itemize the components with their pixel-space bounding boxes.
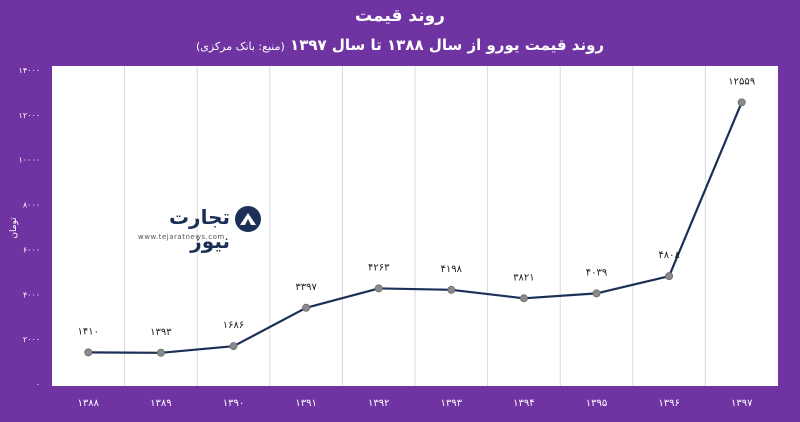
y-tick-label: ۶۰۰۰ [23, 245, 40, 254]
grid-lines [124, 66, 706, 386]
chart-title: روند قیمت [355, 6, 445, 26]
y-tick-label: ۱۴۰۰۰ [19, 66, 40, 75]
y-tick-label: ۱۲۰۰۰ [19, 111, 40, 120]
data-label: ۴۲۶۳ [368, 262, 390, 273]
data-point [519, 294, 528, 303]
data-label: ۱۶۸۶ [223, 320, 244, 331]
y-axis-label: تومان [9, 217, 19, 239]
subtitle-text: روند قیمت یورو از سال ۱۳۸۸ تا سال ۱۳۹۷ [290, 36, 605, 54]
y-tick-label: ۱۰۰۰۰ [19, 156, 40, 165]
data-labels: ۱۴۱۰ ۱۳۹۳ ۱۶۸۶ ۳۳۹۷ ۴۲۶۳ ۴۱۹۸ ۳۸۲۱ ۴۰۳۹ ۴۸۰۸ ۱۲۵۵… [78, 76, 756, 337]
data-label: ۱۳۹۳ [150, 327, 172, 338]
data-point [447, 285, 456, 294]
x-axis-ticks: ۱۳۸۸ ۱۳۸۹ ۱۳۹۰ ۱۳۹۱ ۱۳۹۲ ۱۳۹۳ ۱۳۹۴ ۱۳۹۵ ۱۳۹۶ ۱۳۹۷ [78, 398, 754, 409]
data-label: ۴۱۹۸ [441, 264, 463, 275]
data-point [156, 348, 165, 357]
series-layer [84, 98, 746, 357]
data-point [592, 289, 601, 298]
y-axis-ticks: ۰ ۲۰۰۰ ۴۰۰۰ ۶۰۰۰ ۸۰۰۰ ۱۰۰۰۰ ۱۲۰۰۰ ۱۴۰۰۰ [19, 66, 40, 389]
x-tick-label: ۱۳۹۲ [368, 398, 389, 409]
x-tick-label: ۱۳۸۸ [78, 398, 100, 409]
x-tick-label: ۱۳۸۹ [150, 398, 171, 409]
data-point [84, 348, 93, 357]
data-label: ۳۸۲۱ [513, 272, 534, 283]
data-label: ۴۸۰۸ [658, 250, 680, 261]
data-label: ۱۲۵۵۹ [728, 76, 755, 87]
data-point [302, 303, 311, 312]
y-tick-label: ۰ [36, 380, 40, 389]
data-point [665, 272, 674, 281]
x-tick-label: ۱۳۹۷ [731, 398, 753, 409]
y-tick-label: ۲۰۰۰ [23, 335, 40, 344]
y-tick-label: ۴۰۰۰ [23, 290, 40, 299]
x-tick-label: ۱۳۹۱ [295, 398, 316, 409]
data-point [229, 342, 238, 351]
x-tick-label: ۱۳۹۵ [586, 398, 607, 409]
data-point [374, 284, 383, 293]
x-tick-label: ۱۳۹۳ [441, 398, 463, 409]
data-label: ۱۴۱۰ [78, 326, 99, 337]
x-tick-label: ۱۳۹۴ [513, 398, 534, 409]
series-line [88, 101, 743, 354]
source-note: (منبع: بانک مرکزی) [195, 40, 285, 53]
data-point [737, 98, 746, 107]
data-label: ۳۳۹۷ [295, 282, 317, 293]
data-label: ۴۰۳۹ [586, 267, 607, 278]
x-tick-label: ۱۳۹۰ [223, 398, 244, 409]
y-tick-label: ۸۰۰۰ [23, 201, 40, 210]
chart-subtitle: روند قیمت یورو از سال ۱۳۸۸ تا سال ۱۳۹۷ (… [0, 36, 800, 54]
x-tick-label: ۱۳۹۶ [658, 398, 679, 409]
